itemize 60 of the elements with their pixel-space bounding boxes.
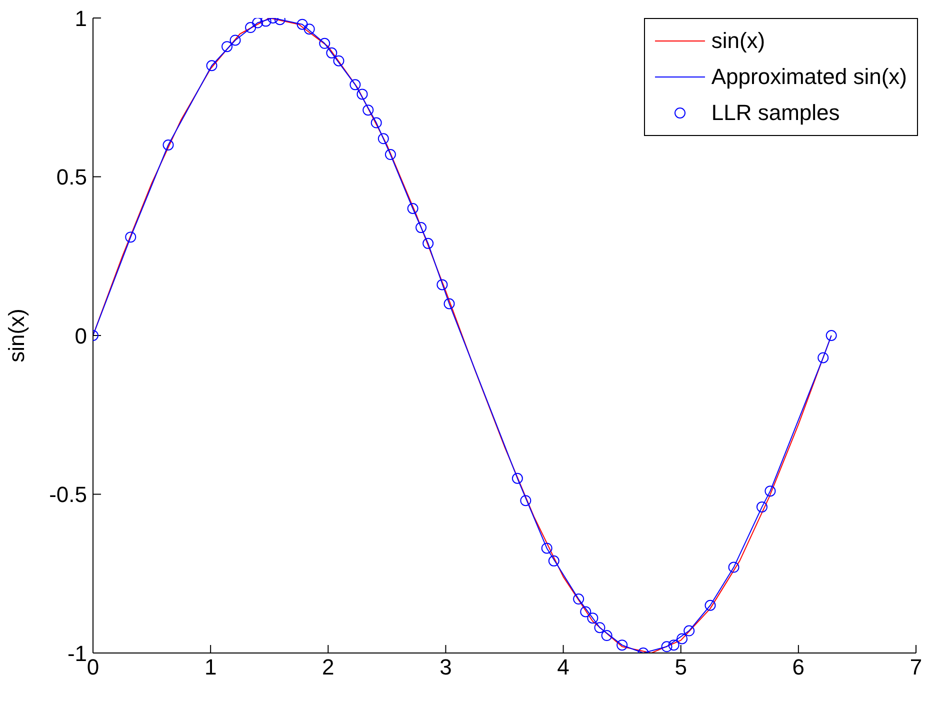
legend-label: Approximated sin(x) [711, 64, 907, 90]
point [245, 22, 256, 34]
point [319, 38, 330, 49]
point [601, 630, 612, 642]
point [512, 472, 523, 484]
point [548, 555, 560, 566]
point [422, 238, 434, 249]
point [728, 562, 740, 573]
point [125, 232, 136, 243]
point [350, 79, 361, 90]
y-tick-label: -1 [67, 640, 87, 666]
x-tick-label: 6 [792, 654, 805, 680]
point [587, 612, 598, 624]
point [520, 495, 532, 506]
point [436, 279, 448, 290]
point [594, 622, 606, 634]
point [764, 486, 776, 497]
legend-label: LLR samples [711, 100, 840, 126]
point [826, 330, 837, 341]
point [362, 104, 374, 116]
point [616, 640, 628, 651]
point [206, 60, 218, 72]
y-tick-label: 0 [74, 323, 87, 348]
point [668, 640, 680, 651]
point [444, 298, 455, 310]
point [326, 47, 338, 58]
point [756, 501, 768, 512]
point [162, 140, 174, 150]
x-tick-label: 7 [910, 654, 922, 680]
point [370, 117, 382, 128]
y-tick-label: 1 [74, 6, 87, 31]
point [304, 24, 315, 35]
point [222, 41, 233, 52]
point [704, 600, 716, 611]
point [378, 133, 389, 144]
point [230, 34, 241, 46]
y-axis-title: sin(x) [4, 308, 29, 362]
point [384, 149, 396, 160]
legend-label: sin(x) [711, 28, 766, 54]
x-tick-label: 4 [557, 654, 570, 680]
y-tick-label: 0.5 [56, 164, 87, 190]
point [407, 203, 418, 214]
point [684, 625, 695, 636]
point [573, 594, 584, 605]
point [818, 352, 829, 364]
point [333, 55, 344, 66]
point [541, 542, 552, 554]
point [356, 88, 368, 100]
x-tick-label: 1 [204, 654, 217, 680]
point [676, 633, 688, 644]
x-tick-label: 5 [674, 654, 687, 680]
point [580, 606, 592, 618]
point [416, 222, 427, 234]
point [252, 18, 264, 28]
x-tick-label: 3 [440, 654, 452, 680]
x-tick-label: 2 [322, 654, 334, 680]
point [260, 18, 272, 27]
y-tick-label: -0.5 [49, 482, 87, 508]
point [296, 18, 308, 30]
point [661, 641, 672, 652]
